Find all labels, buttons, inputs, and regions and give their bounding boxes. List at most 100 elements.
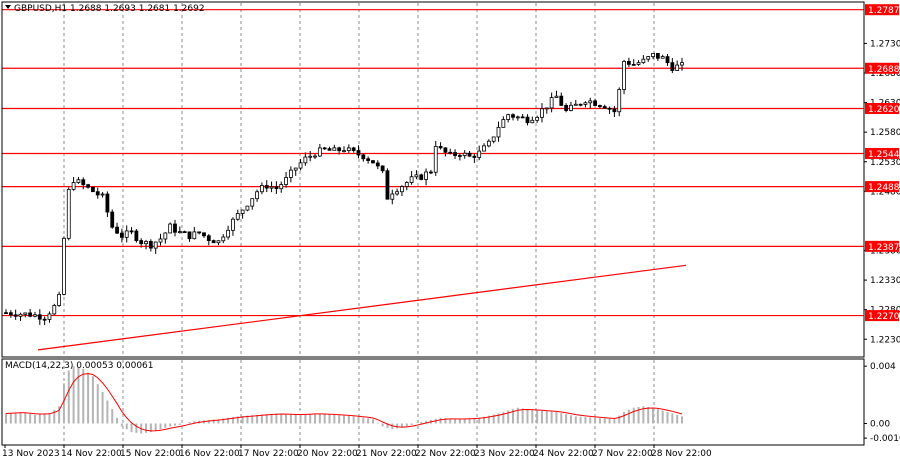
candle-body <box>602 106 607 109</box>
candle-body <box>173 223 177 233</box>
y-tick-label: 1.2680 <box>870 69 900 79</box>
candle-body <box>457 155 462 157</box>
candle-body <box>356 150 361 156</box>
candle-body <box>119 232 124 238</box>
level-price-box <box>865 62 899 74</box>
candle-body <box>206 235 211 241</box>
x-tick-label: 14 Nov 22:00 <box>61 449 122 459</box>
candle-body <box>482 145 486 152</box>
candle-body <box>284 177 288 185</box>
candle-body <box>47 313 52 320</box>
candle-body <box>76 179 81 183</box>
candle-body <box>477 150 482 158</box>
symbol-dropdown-icon <box>5 5 11 9</box>
candle-body <box>655 53 660 59</box>
candle-body <box>177 231 182 234</box>
candles-layer <box>4 53 684 326</box>
y-tick-label: 1.2580 <box>870 128 900 138</box>
candle-body <box>23 312 28 315</box>
macd-layer <box>5 366 683 434</box>
level-price-label: 1.2620 <box>868 105 900 115</box>
y-tick-label: 1.2480 <box>870 187 900 197</box>
candle-body <box>317 147 322 157</box>
y-tick-label: 1.2330 <box>870 276 900 286</box>
candle-body <box>158 238 163 243</box>
candle-body <box>274 186 279 190</box>
candle-body <box>559 95 564 106</box>
candle-body <box>598 105 602 107</box>
y-tick-label: 1.2230 <box>870 335 900 345</box>
candle-body <box>91 186 95 193</box>
level-price-label: 1.2270 <box>868 312 900 322</box>
candle-body <box>110 211 115 228</box>
candle-body <box>462 152 467 156</box>
x-tick-label: 21 Nov 22:00 <box>356 449 417 459</box>
candle-body <box>313 155 317 158</box>
candle-body <box>409 176 414 183</box>
level-price-box <box>865 103 899 114</box>
candle-body <box>564 105 569 111</box>
candle-body <box>535 116 540 121</box>
candle-body <box>520 116 525 119</box>
candle-body <box>42 318 47 321</box>
candle-body <box>62 237 66 295</box>
candle-body <box>52 305 57 315</box>
level-price-label: 1.2488 <box>868 183 900 193</box>
macd-y-tick-label: 0.004 <box>870 362 896 372</box>
candle-body <box>371 160 375 164</box>
level-price-label: 1.2688 <box>868 65 900 75</box>
level-price-label: 1.2544 <box>868 150 900 160</box>
macd-y-tick-label: -0.00102 <box>870 434 900 444</box>
candle-body <box>607 107 612 110</box>
macd-y-tick-label: 0.00 <box>870 420 890 430</box>
candle-body <box>57 293 62 306</box>
candle-body <box>380 165 385 172</box>
candle-body <box>124 230 129 238</box>
candle-body <box>13 314 18 317</box>
candle-body <box>424 171 428 180</box>
candle-body <box>279 184 284 190</box>
candle-body <box>525 116 530 124</box>
candle-body <box>322 147 327 150</box>
candle-body <box>395 191 400 195</box>
candle-body <box>675 64 680 71</box>
candle-body <box>622 61 626 90</box>
candle-body <box>433 146 438 173</box>
candle-body <box>37 314 42 320</box>
candle-body <box>260 185 264 193</box>
candle-body <box>429 171 433 174</box>
level-price-label: 1.2387 <box>868 243 900 253</box>
candle-body <box>573 103 578 106</box>
level-price-label: 1.2787 <box>868 6 900 16</box>
candle-body <box>549 97 554 109</box>
candle-body <box>182 231 187 234</box>
candle-body <box>139 240 144 245</box>
candle-body <box>569 104 573 111</box>
candle-body <box>540 108 544 118</box>
macd-signal-line <box>5 373 683 432</box>
candle-body <box>351 147 356 151</box>
level-price-box <box>865 240 899 252</box>
candle-body <box>144 241 148 245</box>
candle-body <box>593 100 597 106</box>
candle-body <box>18 313 23 317</box>
candle-body <box>651 53 655 57</box>
candle-body <box>105 193 110 213</box>
x-tick-label: 23 Nov 22:00 <box>474 449 535 459</box>
symbol-header: GBPUSD,H1 1.2688 1.2693 1.2681 1.2692 <box>14 4 205 14</box>
candle-body <box>303 156 308 164</box>
candle-body <box>221 236 226 242</box>
level-price-box <box>865 181 899 193</box>
candle-body <box>288 169 293 178</box>
trendline <box>37 264 687 351</box>
candle-body <box>163 232 168 240</box>
candle-body <box>245 205 250 211</box>
candle-body <box>414 174 419 178</box>
level-price-box <box>865 147 899 159</box>
candle-body <box>530 119 535 124</box>
candle-body <box>226 229 231 238</box>
candle-body <box>192 231 197 240</box>
candle-body <box>148 241 153 249</box>
